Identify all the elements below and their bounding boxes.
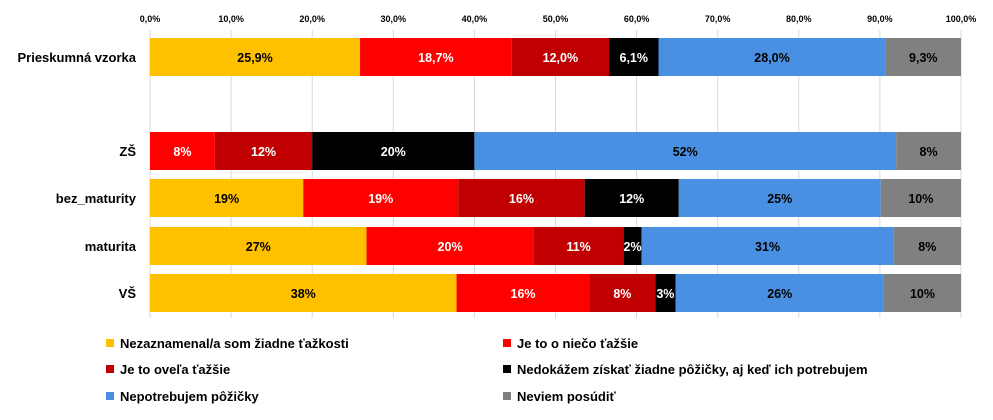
legend-label: Nedokážem získať žiadne pôžičky, aj keď …	[517, 362, 868, 377]
bar-segment	[675, 274, 884, 312]
bar-segment	[883, 274, 961, 312]
bar-segment	[609, 38, 659, 76]
bar-segment	[214, 132, 313, 170]
legend-label: Nezaznamenal/a som žiadne ťažkosti	[120, 336, 349, 351]
data-label: 20%	[381, 145, 406, 159]
data-label: 12%	[619, 192, 644, 206]
bar-segment	[880, 179, 961, 217]
bar-segment	[150, 132, 215, 170]
bar-segment	[655, 274, 676, 312]
x-tick-label: 20,0%	[299, 14, 325, 24]
data-label: 25,9%	[237, 51, 272, 65]
legend-swatch	[503, 392, 511, 400]
bar-segment	[584, 179, 679, 217]
data-label: 12%	[251, 145, 276, 159]
bar-segment	[678, 179, 881, 217]
data-label: 18,7%	[418, 51, 453, 65]
bar-segment	[474, 132, 897, 170]
legend-swatch	[503, 339, 511, 347]
data-label: 16%	[509, 192, 534, 206]
x-tick-label: 100,0%	[946, 14, 977, 24]
bar-segment	[885, 38, 961, 76]
category-label: VŠ	[119, 286, 137, 301]
data-label: 16%	[511, 287, 536, 301]
bar-segment	[456, 274, 590, 312]
bar-segment	[658, 38, 886, 76]
x-tick-label: 10,0%	[218, 14, 244, 24]
category-label: bez_maturity	[56, 191, 137, 206]
data-label: 27%	[246, 240, 271, 254]
data-label: 8%	[920, 145, 938, 159]
data-label: 8%	[613, 287, 631, 301]
data-label: 26%	[767, 287, 792, 301]
data-label: 8%	[918, 240, 936, 254]
bar-segment	[366, 227, 534, 265]
x-tick-label: 40,0%	[462, 14, 488, 24]
legend-label: Neviem posúdiť	[517, 389, 616, 404]
bar-segment	[458, 179, 585, 217]
legend-label: Je to oveľa ťažšie	[120, 362, 230, 377]
legend-label: Nepotrebujem pôžičky	[120, 389, 259, 404]
data-label: 2%	[624, 240, 642, 254]
bar-segment	[511, 38, 610, 76]
x-tick-label: 70,0%	[705, 14, 731, 24]
data-label: 12,0%	[543, 51, 578, 65]
legend-swatch	[106, 365, 114, 373]
data-label: 20%	[438, 240, 463, 254]
bar-segment	[150, 227, 367, 265]
data-label: 10%	[910, 287, 935, 301]
legend: Nezaznamenal/a som žiadne ťažkosti Je to …	[106, 336, 868, 404]
data-label: 28,0%	[754, 51, 789, 65]
data-label: 9,3%	[909, 51, 938, 65]
data-label: 19%	[368, 192, 393, 206]
x-tick-label: 90,0%	[867, 14, 893, 24]
category-label: Prieskumná vzorka	[17, 50, 136, 65]
data-label: 8%	[173, 145, 191, 159]
legend-label: Je to o niečo ťažšie	[517, 336, 638, 351]
category-label: ZŠ	[119, 144, 136, 159]
data-label: 11%	[566, 240, 590, 254]
bar-segment	[533, 227, 624, 265]
bar-segment	[896, 132, 961, 170]
legend-swatch	[106, 392, 114, 400]
data-label: 10%	[908, 192, 933, 206]
data-label: 6,1%	[620, 51, 649, 65]
data-label: 19%	[214, 192, 239, 206]
bar-segment	[150, 38, 361, 76]
data-label: 38%	[291, 287, 316, 301]
category-labels: Prieskumná vzorka ZŠ bez_maturity maturita V…	[17, 50, 136, 301]
data-label: 31%	[755, 240, 780, 254]
bar-segment	[360, 38, 512, 76]
category-label: maturita	[85, 239, 137, 254]
x-tick-label: 50,0%	[543, 14, 569, 24]
bar-segment	[893, 227, 961, 265]
x-tick-label: 80,0%	[786, 14, 812, 24]
legend-swatch	[106, 339, 114, 347]
x-tick-label: 0,0%	[140, 14, 161, 24]
gridlines	[149, 30, 962, 318]
bar-segment	[589, 274, 656, 312]
bar-segment	[641, 227, 894, 265]
legend-swatch	[503, 365, 511, 373]
data-label: 25%	[767, 192, 792, 206]
data-label: 52%	[673, 145, 698, 159]
x-tick-label: 60,0%	[624, 14, 650, 24]
x-tick-label: 30,0%	[381, 14, 407, 24]
bar-segment	[150, 274, 457, 312]
bar-segment	[623, 227, 642, 265]
bar-segment	[150, 179, 304, 217]
bar-segment	[312, 132, 475, 170]
bar-segment	[303, 179, 459, 217]
x-axis-ticks: 0,0% 10,0% 20,0% 30,0% 40,0% 50,0% 60,0% 70,0% 8…	[140, 14, 977, 24]
bars: 25,9% 18,7% 12,0% 6,1% 28,0% 9,3% 8% 12% 20% 52% 8…	[150, 38, 961, 312]
data-label: 3%	[656, 287, 674, 301]
